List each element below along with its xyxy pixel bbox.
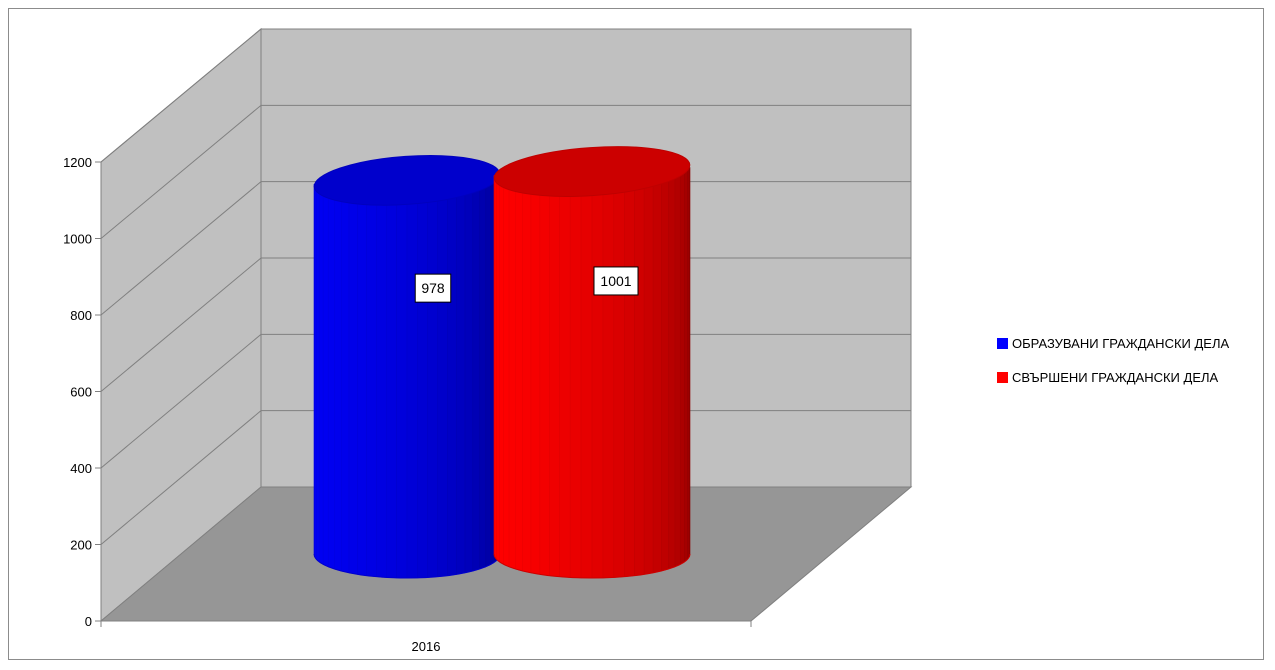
bar-body-strip	[485, 176, 492, 568]
y-tick-label: 1000	[63, 232, 92, 247]
legend: ОБРАЗУВАНИ ГРАЖДАНСКИ ДЕЛА СВЪРШЕНИ ГРАЖ…	[997, 333, 1229, 401]
gridline	[100, 333, 911, 469]
bar-body-strip	[318, 183, 324, 565]
data-label-completed: 1001	[600, 273, 631, 289]
bar-body-strip	[602, 170, 615, 579]
legend-label-completed: СВЪРШЕНИ ГРАЖДАНСКИ ДЕЛА	[1012, 369, 1219, 385]
bar-body-strip	[674, 167, 681, 568]
data-label-box	[414, 273, 452, 303]
bar-top-cap	[493, 146, 691, 197]
bar-body-strip	[549, 172, 560, 577]
bar-body-strip	[559, 172, 571, 578]
legend-swatch-formed	[997, 337, 1008, 349]
bar-body-strip	[539, 172, 550, 576]
bar-body-strip	[634, 169, 645, 576]
bar-body-strip	[464, 177, 474, 574]
chart-bars	[313, 146, 691, 579]
y-tick-label: 1200	[63, 155, 92, 170]
y-tick-label: 600	[70, 385, 92, 400]
bar-body-strip	[322, 183, 329, 568]
gridline	[100, 181, 911, 316]
chart-frame: 0 200 400 600 800 1000 1200 2016 978 1001 ОБРАЗУ…	[8, 8, 1264, 660]
gridline	[100, 257, 911, 392]
bar-body-strip	[679, 167, 685, 565]
bar-body-strip	[447, 177, 457, 576]
bar-body-strip	[503, 174, 510, 568]
bar-body-strip	[689, 167, 691, 557]
bar-body-strip	[496, 174, 500, 563]
y-tick-label: 400	[70, 461, 92, 476]
gridline	[100, 410, 911, 545]
bar-body-strip	[396, 180, 408, 579]
bar-body-strip	[427, 178, 439, 578]
data-label-box	[593, 266, 639, 296]
bar-body-strip	[340, 182, 350, 574]
bar-formed	[313, 155, 501, 579]
bar-body-strip	[316, 183, 320, 563]
chart-plot: 0 200 400 600 800 1000 1200 2016 978 1001	[63, 27, 913, 654]
chart-gridlines	[100, 28, 911, 545]
bar-completed	[493, 146, 691, 579]
bar-body-strip	[348, 182, 358, 575]
bar-body-strip	[652, 168, 662, 574]
bar-bottom-edge	[493, 553, 691, 579]
x-tick-label: 2016	[412, 639, 441, 654]
data-label-formed: 978	[421, 280, 445, 296]
gridline	[100, 28, 911, 163]
bar-body-strip	[456, 177, 466, 575]
bar-body-strip	[375, 180, 387, 578]
bar-body-strip	[569, 171, 582, 579]
y-tick-label: 0	[85, 614, 92, 629]
legend-label-formed: ОБРАЗУВАНИ ГРАЖДАНСКИ ДЕЛА	[1012, 335, 1230, 351]
bar-bottom-edge	[313, 553, 501, 579]
y-tick-label: 200	[70, 538, 92, 553]
bar-body-strip	[479, 176, 487, 570]
bar-body-strip	[508, 174, 516, 570]
bar-body-strip	[530, 173, 541, 575]
bar-body-strip	[660, 168, 669, 572]
legend-item-formed: ОБРАЗУВАНИ ГРАЖДАНСКИ ДЕЛА	[997, 333, 1229, 353]
bar-body-strip	[515, 174, 524, 572]
bar-body-strip	[499, 174, 505, 565]
bar-body-strip	[357, 181, 367, 576]
bar-body-strip	[472, 176, 481, 572]
bar-body-strip	[366, 181, 377, 577]
bar-body-strip	[406, 179, 418, 579]
chart-axes: 0 200 400 600 800 1000 1200 2016	[63, 155, 752, 654]
bar-body-strip	[624, 169, 635, 577]
bar-body-strip	[522, 173, 532, 574]
bar-body-strip	[386, 180, 397, 579]
bar-body-strip	[613, 169, 625, 578]
bar-body-strip	[327, 183, 335, 570]
bar-body-strip	[437, 178, 448, 577]
bar-body-strip	[580, 171, 593, 579]
chart-data-labels: 978 1001	[414, 266, 639, 303]
bar-body-strip	[333, 182, 342, 572]
bar-body-strip	[591, 170, 604, 579]
bar-body-strip	[643, 168, 654, 575]
bar-body-strip	[668, 167, 676, 570]
legend-item-completed: СВЪРШЕНИ ГРАЖДАНСКИ ДЕЛА	[997, 367, 1229, 387]
y-tick-label: 800	[70, 308, 92, 323]
legend-swatch-completed	[997, 371, 1008, 383]
gridline	[100, 104, 911, 239]
bar-body-strip	[684, 167, 688, 563]
bar-body-strip	[417, 179, 428, 579]
